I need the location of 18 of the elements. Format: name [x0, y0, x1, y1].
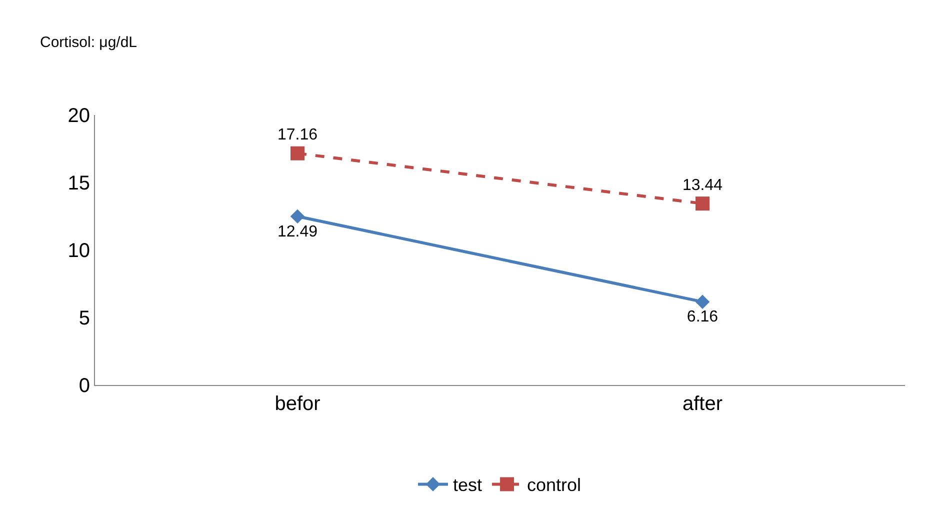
y-tick-label: 10	[68, 240, 90, 262]
legend-label: control	[527, 475, 582, 496]
data-label: 6.16	[686, 308, 718, 326]
x-tick-label: befor	[274, 393, 321, 415]
x-tick-label: after	[682, 393, 723, 415]
legend-label: test	[453, 475, 482, 496]
point	[695, 294, 710, 309]
y-tick-label: 0	[78, 375, 90, 397]
point	[696, 196, 710, 211]
data-label: 13.44	[682, 176, 723, 194]
y-tick-label: 15	[68, 172, 90, 194]
y-tick-label: 5	[78, 308, 90, 330]
data-label: 12.49	[277, 223, 318, 240]
point	[290, 209, 305, 224]
y-axis-title: Cortisol: μg/dL	[40, 34, 138, 51]
point	[290, 146, 304, 160]
data-label: 17.16	[277, 126, 318, 144]
y-tick-label: 20	[68, 105, 90, 127]
